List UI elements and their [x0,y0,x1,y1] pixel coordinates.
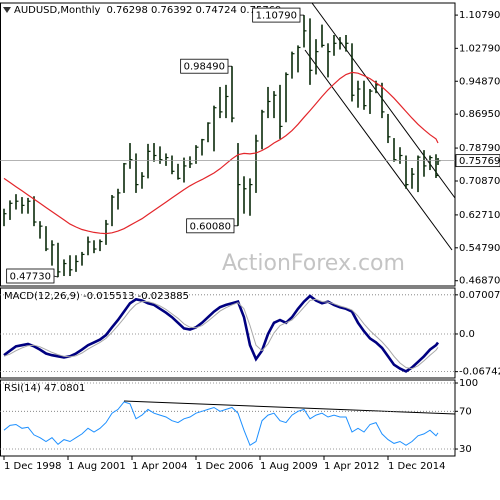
x-tick-label: 1 Apr 2004 [132,461,187,472]
indicator-line [3,298,439,370]
y-tick-label: 0.54790 [459,243,500,254]
y-tick-label: 0.86950 [459,109,500,120]
y-tick-label: 100 [459,378,478,389]
moving-average [3,71,439,235]
x-tick-label: 1 Dec 1998 [4,461,62,472]
x-tick-label: 1 Aug 2001 [68,461,126,472]
panel-title: RSI(14) 47.0801 [4,383,85,394]
panel-frame [0,287,456,379]
panel-frame [0,379,456,457]
panel-title: MACD(12,26,9) -0.015513 -0.023885 [4,291,189,302]
indicator-line [3,401,439,447]
y-tick-label: 0.0 [459,329,475,340]
channel-upper [311,2,456,199]
y-tick-label: 30 [459,444,472,455]
annotation-label: 0.98490 [184,62,225,73]
x-tick-label: 1 Apr 2012 [324,461,379,472]
channel-lower [304,49,453,251]
y-tick-label: 0.70870 [459,176,500,187]
x-tick-label: 1 Aug 2009 [260,461,318,472]
y-tick-label: 0.070071 [459,290,500,301]
chart-subtitle: 0.76298 0.76392 0.74724 0.75769 [106,5,281,16]
indicator-line [3,294,440,373]
annotation-label: 1.10790 [256,11,297,22]
watermark: ActionForex.com [222,251,405,276]
y-tick-label: 0.62710 [459,210,500,221]
annotation-connector [53,275,59,278]
panel-frame [0,2,456,287]
chart-title: AUDUSD,Monthly [14,5,101,16]
annotation-label: 0.47730 [10,272,51,283]
y-tick-label: -0.067423 [459,367,500,378]
y-tick-label: 70 [459,406,472,417]
y-tick-label: 1.02790 [459,43,500,54]
rsi-trendline [123,400,456,415]
last-price-box [455,154,500,168]
header-icon [3,7,11,13]
y-tick-label: 0.78790 [459,143,500,154]
x-tick-label: 1 Dec 2006 [196,461,254,472]
y-tick-label: 1.10790 [459,10,500,21]
annotation-label: 0.60080 [190,221,231,232]
y-tick-label: 0.46870 [459,276,500,287]
x-tick-label: 1 Dec 2014 [388,461,446,472]
last-price-label: 0.75769 [459,156,500,167]
y-tick-label: 0.94870 [459,76,500,87]
